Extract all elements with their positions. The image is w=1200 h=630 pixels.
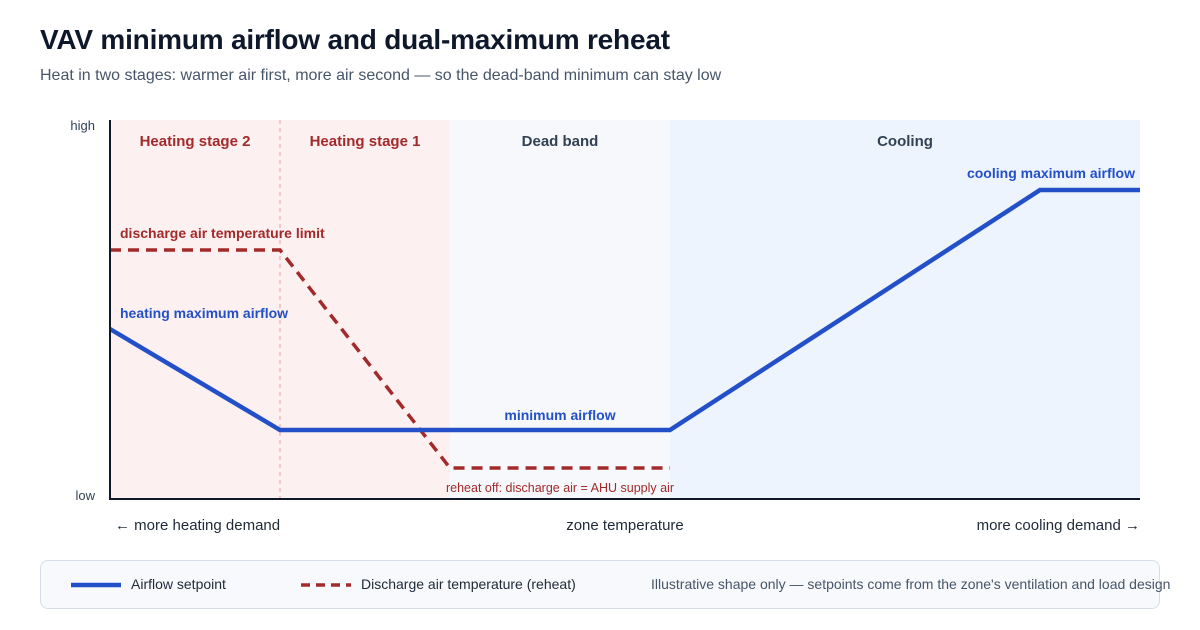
band-label-cooling: Cooling	[877, 133, 933, 150]
discharge-legend-swatch	[301, 583, 351, 587]
airflow-legend-swatch	[71, 582, 121, 588]
airflow-legend-label: Airflow setpoint	[131, 576, 226, 592]
y-axis-low-label: low	[75, 488, 95, 503]
annotation-cooling-maximum-airflow: cooling maximum airflow	[967, 165, 1135, 181]
annotation-reheat-off: reheat off: discharge air = AHU supply a…	[446, 481, 674, 495]
annotation-heating-maximum-airflow: heating maximum airflow	[120, 305, 288, 321]
annotation-minimum-airflow: minimum airflow	[504, 407, 615, 423]
band-dead-band	[450, 120, 670, 500]
y-axis-high-label: high	[70, 118, 95, 133]
x-axis-center-label: zone temperature	[566, 517, 684, 534]
annotation-discharge-air-temperature-limit: discharge air temperature limit	[120, 225, 325, 241]
band-label-heating-stage-1: Heating stage 1	[310, 133, 421, 150]
discharge-air-temperature-line	[110, 248, 670, 470]
band-heating-stage-1	[280, 120, 450, 500]
band-label-dead-band: Dead band	[522, 133, 599, 150]
x-axis-right-label: more cooling demand →	[977, 517, 1140, 534]
band-heating-stage-2	[110, 120, 280, 500]
band-cooling	[670, 120, 1140, 500]
x-axis-left-label: ← more heating demand	[115, 517, 280, 534]
legend-note: Illustrative shape only — setpoints come…	[651, 576, 1171, 592]
band-label-heating-stage-2: Heating stage 2	[140, 133, 251, 150]
discharge-legend-label: Discharge air temperature (reheat)	[361, 576, 576, 592]
airflow-setpoint-line	[108, 187, 1140, 433]
page-title: VAV minimum airflow and dual-maximum reh…	[40, 24, 670, 55]
legend: Airflow setpoint Discharge air temperatu…	[40, 560, 1170, 609]
page-subtitle: Heat in two stages: warmer air first, mo…	[40, 67, 722, 84]
